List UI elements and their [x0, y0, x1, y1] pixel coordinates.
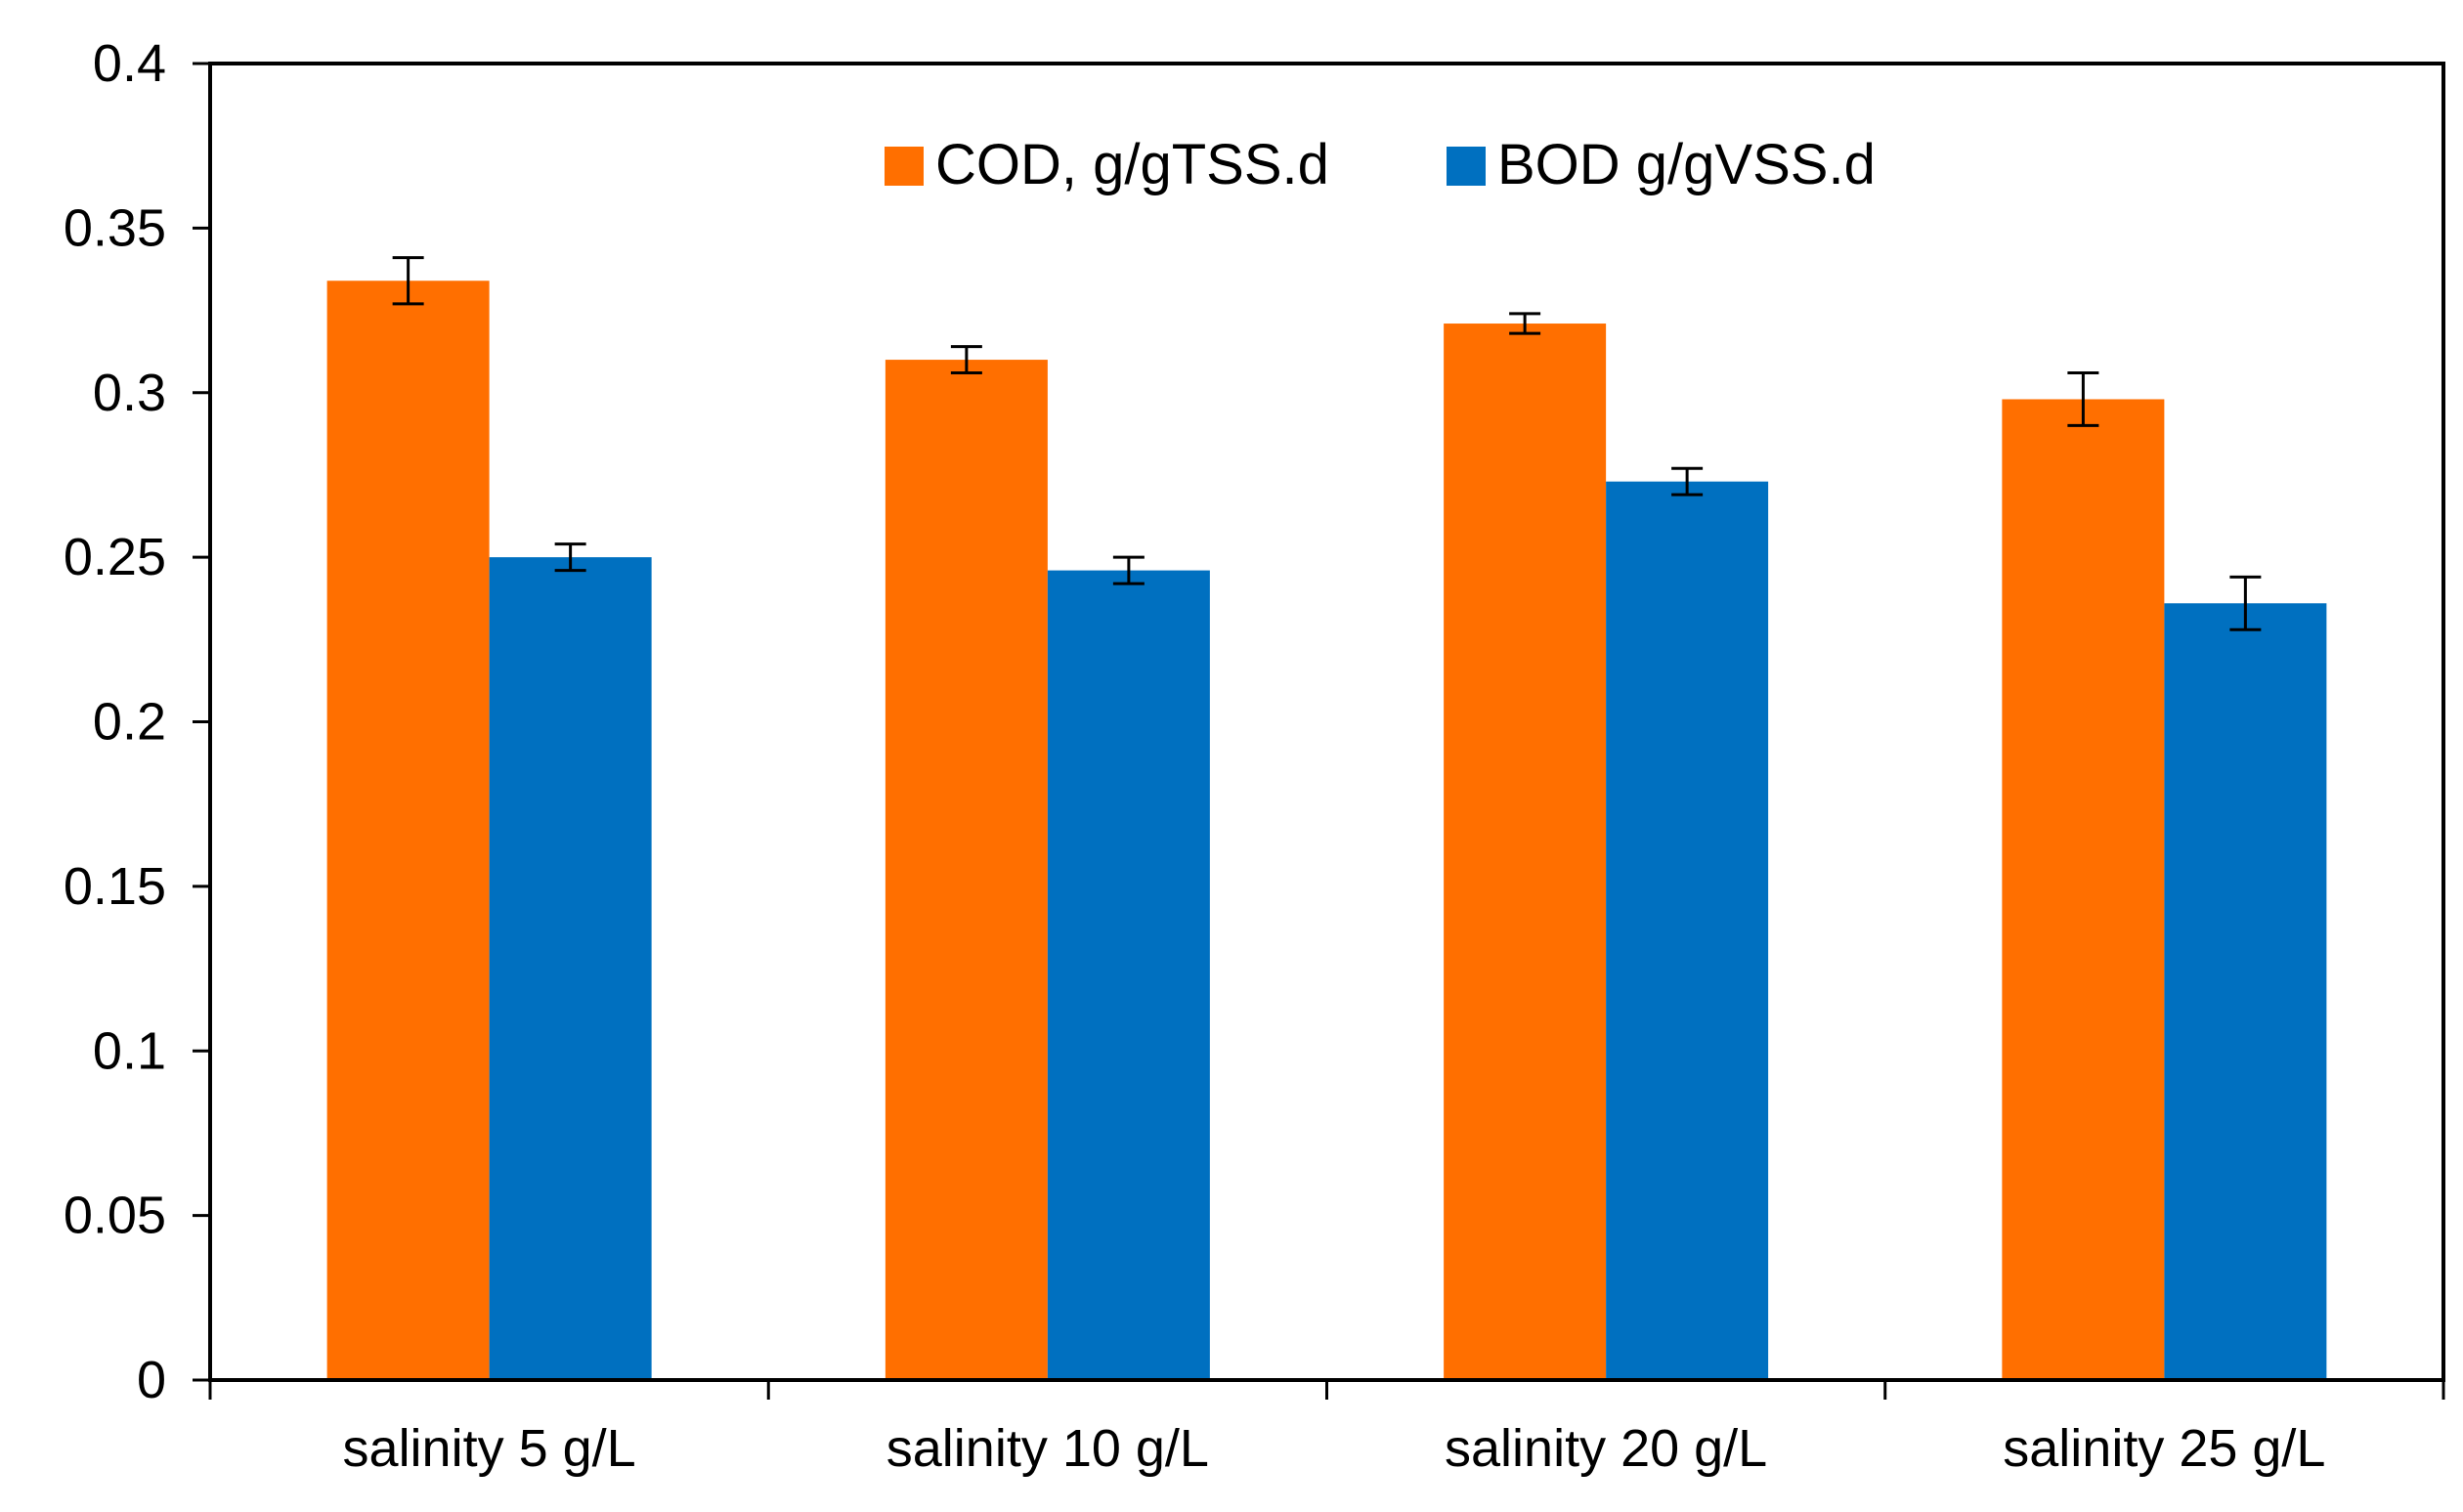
legend-label: BOD g/gVSS.d — [1497, 133, 1876, 196]
bars-group — [326, 281, 2327, 1381]
bar — [326, 281, 490, 1380]
y-tick-label: 0.2 — [93, 693, 166, 752]
plot-frame-group — [208, 62, 2445, 1382]
plot-area-border — [208, 62, 2445, 1382]
y-tick-label: 0.4 — [93, 34, 166, 93]
bar — [2002, 399, 2165, 1380]
y-tick-label: 0.35 — [64, 198, 166, 257]
x-tick-label: salinity 20 g/L — [1445, 1419, 1767, 1478]
legend: COD, g/gTSS.d BOD g/gVSS.d — [885, 133, 1876, 196]
bar — [1606, 481, 1769, 1380]
legend-swatch — [885, 147, 924, 186]
bar — [885, 360, 1048, 1381]
y-tick-label: 0.3 — [93, 364, 166, 422]
x-tick-label: salinity 5 g/L — [343, 1419, 636, 1478]
bar — [1047, 570, 1210, 1380]
y-tick-label: 0.05 — [64, 1187, 166, 1245]
error-bars-group — [392, 256, 2262, 631]
bar — [2164, 603, 2327, 1380]
x-tick-label: salinity 10 g/L — [886, 1419, 1209, 1478]
bar — [1444, 324, 1607, 1381]
y-tick-label: 0.25 — [64, 528, 166, 586]
legend-label: COD, g/gTSS.d — [935, 133, 1329, 196]
axes-group: 0 0.05 0.1 0.15 0.2 0.25 0.3 0.35 0.4 salinity 5 … — [64, 34, 2445, 1478]
y-tick-label: 0 — [137, 1351, 166, 1409]
legend-swatch — [1447, 147, 1486, 186]
bar — [489, 557, 652, 1380]
y-tick-label: 0.15 — [64, 857, 166, 916]
x-tick-label: salinity 25 g/L — [2003, 1419, 2325, 1478]
y-tick-label: 0.1 — [93, 1021, 166, 1080]
